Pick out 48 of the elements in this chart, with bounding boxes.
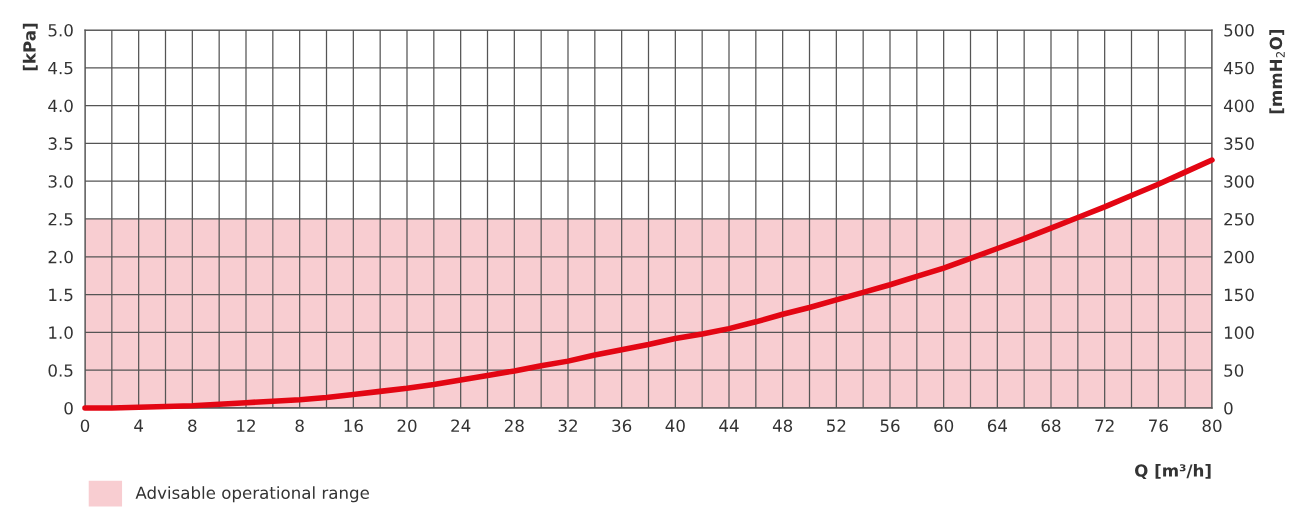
y-tick-label: 4.0	[48, 99, 73, 113]
y2-tick-label: 0	[1224, 401, 1233, 415]
x-tick-label: 8	[295, 419, 304, 433]
x-tick-label: 24	[451, 419, 471, 432]
x-tick-label: 76	[1149, 419, 1168, 433]
x-tick-label: 72	[1095, 419, 1114, 432]
legend-label: Advisable operational range	[135, 486, 369, 503]
y2-tick-label: 50	[1224, 364, 1244, 377]
y-tick-label: 0.5	[48, 364, 73, 377]
x-tick-label: 20	[397, 419, 417, 433]
x-tick-label: 8	[188, 419, 197, 433]
x-tick-label: 4	[134, 419, 144, 432]
y-tick-label: 1.0	[49, 326, 73, 339]
y2-tick-label: 150	[1224, 288, 1254, 302]
y2-tick-label: 300	[1224, 175, 1254, 188]
x-tick-label: 12	[237, 419, 255, 432]
x-tick-label: 56	[880, 419, 900, 433]
y2-tick-label: 500	[1224, 23, 1254, 37]
y2-tick-label: 250	[1224, 212, 1254, 226]
y-tick-label: 2.0	[48, 250, 73, 264]
x-tick-label: 40	[665, 419, 685, 433]
x-tick-label: 28	[504, 419, 524, 433]
x-tick-label: 0	[80, 419, 90, 433]
y-tick-label: 3.5	[48, 137, 73, 150]
y2-tick-label: 450	[1223, 61, 1254, 75]
x-tick-label: 48	[772, 419, 793, 433]
y-tick-label: 3.0	[48, 175, 73, 188]
x-tick-label: 44	[719, 419, 739, 432]
y-tick-label: 5.0	[48, 23, 73, 37]
x-tick-label: 32	[558, 419, 577, 433]
y2-tick-label: 400	[1223, 99, 1254, 113]
x-tick-label: 80	[1202, 419, 1222, 433]
y2-tick-label: 200	[1224, 250, 1254, 264]
y-tick-label: 4.5	[48, 61, 73, 75]
y-tick-label: 2.5	[48, 212, 73, 226]
y2-tick-label: 350	[1224, 137, 1254, 150]
y-tick-label: 0	[64, 401, 73, 415]
x-tick-label: 52	[827, 419, 846, 433]
y2-tick-label: 100	[1224, 326, 1254, 339]
y-tick-label: 1.5	[49, 288, 73, 302]
x-tick-label: 68	[1041, 419, 1061, 433]
y2-axis-title: [mmH$_{2}$O]	[1269, 29, 1285, 114]
y-axis-title: [kPa]	[22, 23, 38, 71]
x-tick-label: 64	[987, 419, 1007, 433]
x-tick-label: 16	[344, 419, 363, 433]
x-tick-label: 60	[934, 419, 954, 433]
x-tick-label: 36	[612, 419, 632, 433]
x-axis-title: Q [m³/h]	[1135, 463, 1211, 480]
